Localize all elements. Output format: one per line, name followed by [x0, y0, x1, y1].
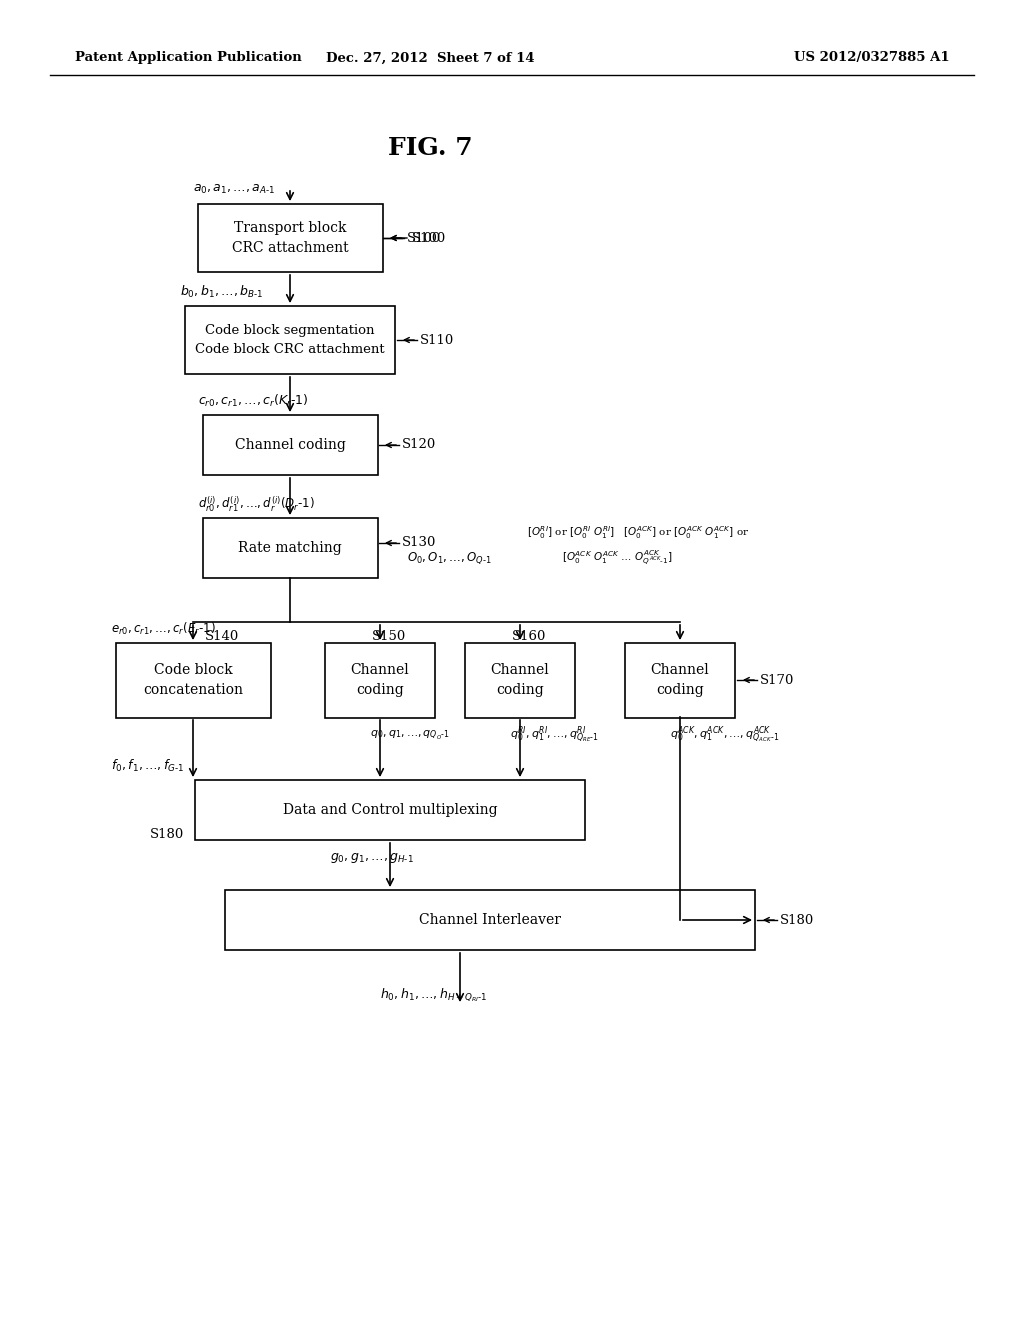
Text: $d_{r0}^{(i)}, d_{r1}^{(i)}, \ldots, d_r^{(i)}(D_r\text{-}1)$: $d_{r0}^{(i)}, d_{r1}^{(i)}, \ldots, d_r…: [198, 494, 315, 513]
Text: US 2012/0327885 A1: US 2012/0327885 A1: [795, 51, 950, 65]
Text: Patent Application Publication: Patent Application Publication: [75, 51, 302, 65]
Text: S140: S140: [205, 631, 240, 644]
Text: $q_0^{ACK}, q_1^{ACK}, \ldots, q_{Q_{ACK}\text{-}1}^{ACK}$: $q_0^{ACK}, q_1^{ACK}, \ldots, q_{Q_{ACK…: [670, 725, 779, 746]
Bar: [325, 643, 435, 718]
Text: S170: S170: [760, 673, 795, 686]
Text: Data and Control multiplexing: Data and Control multiplexing: [283, 803, 498, 817]
Text: Channel Interleaver: Channel Interleaver: [419, 913, 561, 927]
Text: S100: S100: [407, 231, 441, 244]
Text: $[O_0^{RI}]$ or $[O_0^{RI}\ O_1^{RI}]$   $[O_0^{ACK}]$ or $[O_0^{ACK}\ O_1^{ACK}: $[O_0^{RI}]$ or $[O_0^{RI}\ O_1^{RI}]$ $…: [527, 524, 750, 541]
Text: S100: S100: [412, 231, 446, 244]
Bar: [625, 643, 735, 718]
Text: Channel
coding: Channel coding: [650, 663, 710, 697]
Text: S130: S130: [402, 536, 436, 549]
Bar: [203, 414, 378, 475]
Text: $a_0, a_1, \ldots, a_{A\text{-}1}$: $a_0, a_1, \ldots, a_{A\text{-}1}$: [193, 182, 275, 195]
Bar: [116, 643, 270, 718]
Bar: [198, 205, 383, 272]
Text: $e_{r0}, c_{r1}, \ldots, c_r(E_r\text{-}1)$: $e_{r0}, c_{r1}, \ldots, c_r(E_r\text{-}…: [111, 620, 216, 638]
Bar: [465, 643, 575, 718]
Text: Channel
coding: Channel coding: [490, 663, 549, 697]
Text: $c_{r0}, c_{r1}, \ldots, c_r(K_r\text{-}1)$: $c_{r0}, c_{r1}, \ldots, c_r(K_r\text{-}…: [198, 393, 308, 409]
Text: S150: S150: [372, 631, 407, 644]
Text: S180: S180: [780, 913, 814, 927]
Text: S110: S110: [420, 334, 455, 346]
Text: S120: S120: [402, 438, 436, 451]
Text: Rate matching: Rate matching: [239, 541, 342, 554]
Text: Dec. 27, 2012  Sheet 7 of 14: Dec. 27, 2012 Sheet 7 of 14: [326, 51, 535, 65]
Text: $b_0, b_1, \ldots, b_{B\text{-}1}$: $b_0, b_1, \ldots, b_{B\text{-}1}$: [180, 284, 263, 300]
Text: S180: S180: [150, 829, 184, 842]
Text: $O_0, O_1, \ldots, O_{Q\text{-}1}$: $O_0, O_1, \ldots, O_{Q\text{-}1}$: [407, 550, 492, 566]
Text: $[O_0^{ACK}\ O_1^{ACK}\ \ldots\ O_{Q^{ACK}\text{-}1}^{ACK}]$: $[O_0^{ACK}\ O_1^{ACK}\ \ldots\ O_{Q^{AC…: [562, 549, 673, 568]
Bar: [195, 780, 585, 840]
Bar: [203, 517, 378, 578]
Text: FIG. 7: FIG. 7: [388, 136, 472, 160]
Text: S160: S160: [512, 631, 547, 644]
Text: Channel
coding: Channel coding: [350, 663, 410, 697]
Text: $f_0, f_1, \ldots, f_{G\text{-}1}$: $f_0, f_1, \ldots, f_{G\text{-}1}$: [111, 758, 184, 774]
Text: $g_0, g_1, \ldots, g_{H\text{-}1}$: $g_0, g_1, \ldots, g_{H\text{-}1}$: [330, 851, 414, 865]
Text: Code block segmentation
Code block CRC attachment: Code block segmentation Code block CRC a…: [196, 323, 385, 356]
Bar: [185, 306, 395, 374]
Text: Transport block
CRC attachment: Transport block CRC attachment: [231, 220, 348, 255]
Text: $q_0, q_1, \ldots, q_{Q_{O}\text{-}1}$: $q_0, q_1, \ldots, q_{Q_{O}\text{-}1}$: [370, 729, 450, 742]
Text: $q_0^{RI}, q_1^{RI}, \ldots, q_{Q_{RE}\text{-}1}^{RI}$: $q_0^{RI}, q_1^{RI}, \ldots, q_{Q_{RE}\t…: [510, 725, 599, 746]
Text: Code block
concatenation: Code block concatenation: [143, 663, 243, 697]
Bar: [225, 890, 755, 950]
Text: Channel coding: Channel coding: [234, 438, 345, 451]
Text: $h_0, h_1, \ldots, h_{H+Q_{RI}\text{-}1}$: $h_0, h_1, \ldots, h_{H+Q_{RI}\text{-}1}…: [380, 986, 487, 1003]
